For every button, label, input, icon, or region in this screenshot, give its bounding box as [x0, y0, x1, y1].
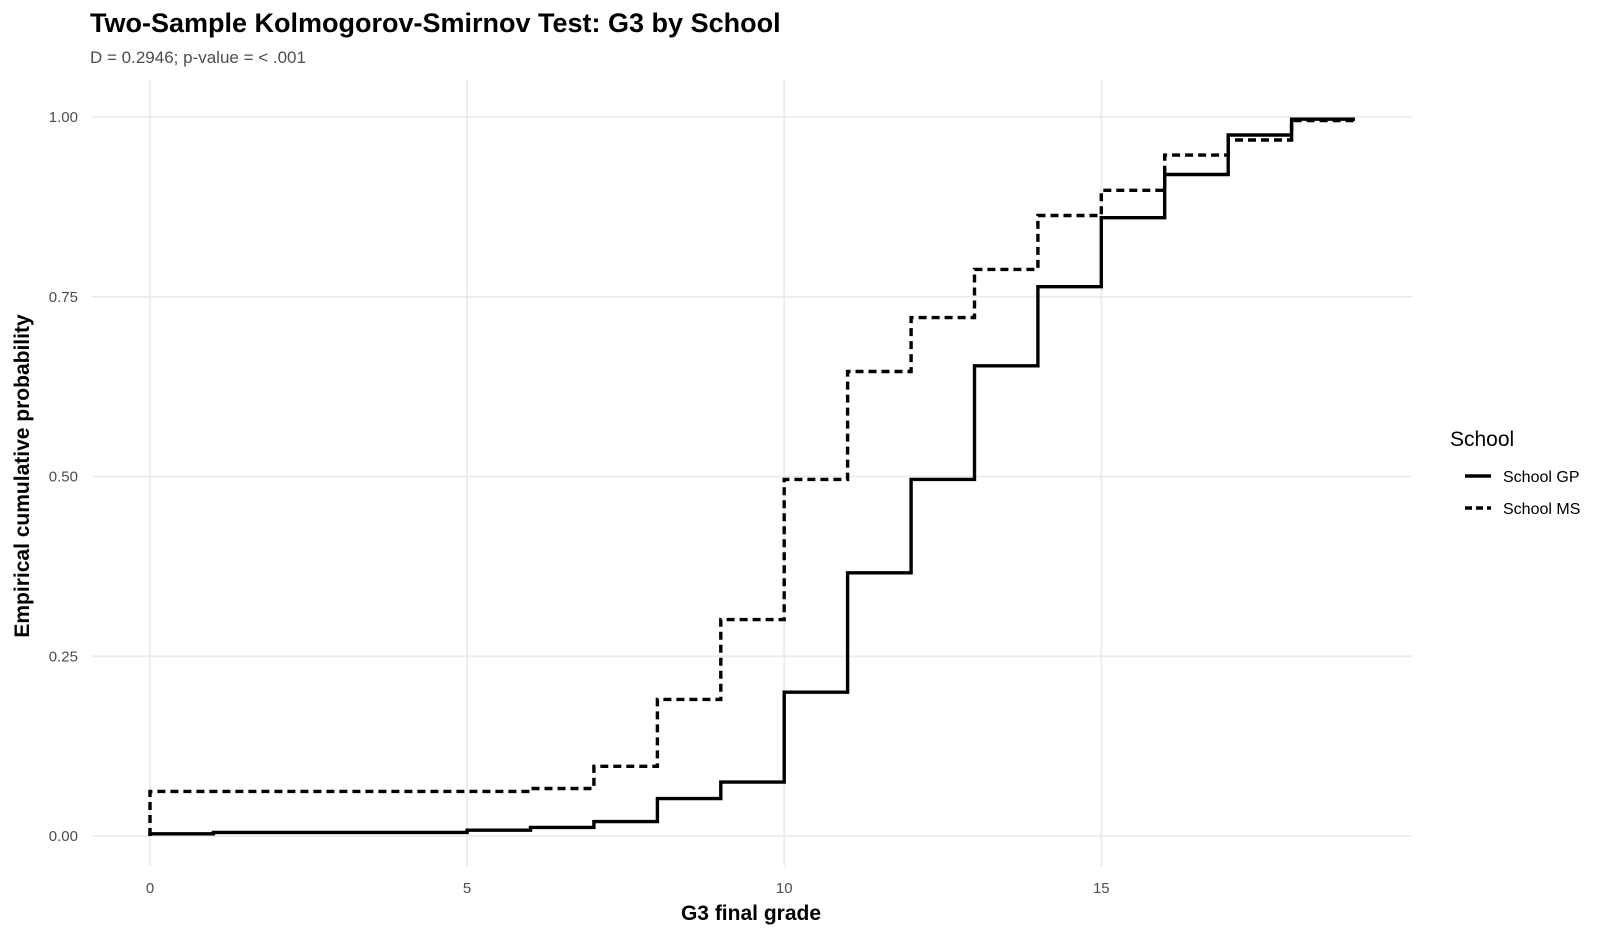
chart-subtitle: D = 0.2946; p-value = < .001	[90, 48, 306, 67]
x-axis-title: G3 final grade	[681, 902, 821, 925]
series-line-gp	[148, 117, 1355, 836]
x-tick-label: 10	[776, 880, 793, 897]
x-tick-label: 0	[146, 880, 154, 897]
y-tick-label: 0.25	[49, 648, 78, 665]
y-tick-labels: 0.00 0.25 0.50 0.75 1.00	[49, 109, 78, 845]
x-tick-labels: 0 5 10 15	[146, 880, 1110, 897]
series-layer	[148, 117, 1355, 836]
y-tick-label: 0.75	[49, 289, 78, 306]
y-axis-title: Empirical cumulative probability	[11, 314, 34, 638]
chart-title: Two-Sample Kolmogorov-Smirnov Test: G3 b…	[90, 8, 781, 38]
legend: School School GP School MS	[1450, 428, 1580, 518]
legend-label: School GP	[1503, 469, 1579, 486]
y-tick-label: 0.00	[49, 828, 78, 845]
legend-items: School GP School MS	[1465, 469, 1580, 518]
legend-title: School	[1450, 428, 1514, 451]
y-gridlines	[92, 116, 1412, 837]
x-gridlines	[149, 80, 1103, 866]
y-tick-label: 0.50	[49, 469, 78, 486]
y-tick-label: 1.00	[49, 109, 78, 126]
series-line-ms	[148, 118, 1355, 836]
legend-label: School MS	[1503, 501, 1580, 518]
x-tick-label: 15	[1093, 880, 1110, 897]
x-tick-label: 5	[463, 880, 471, 897]
